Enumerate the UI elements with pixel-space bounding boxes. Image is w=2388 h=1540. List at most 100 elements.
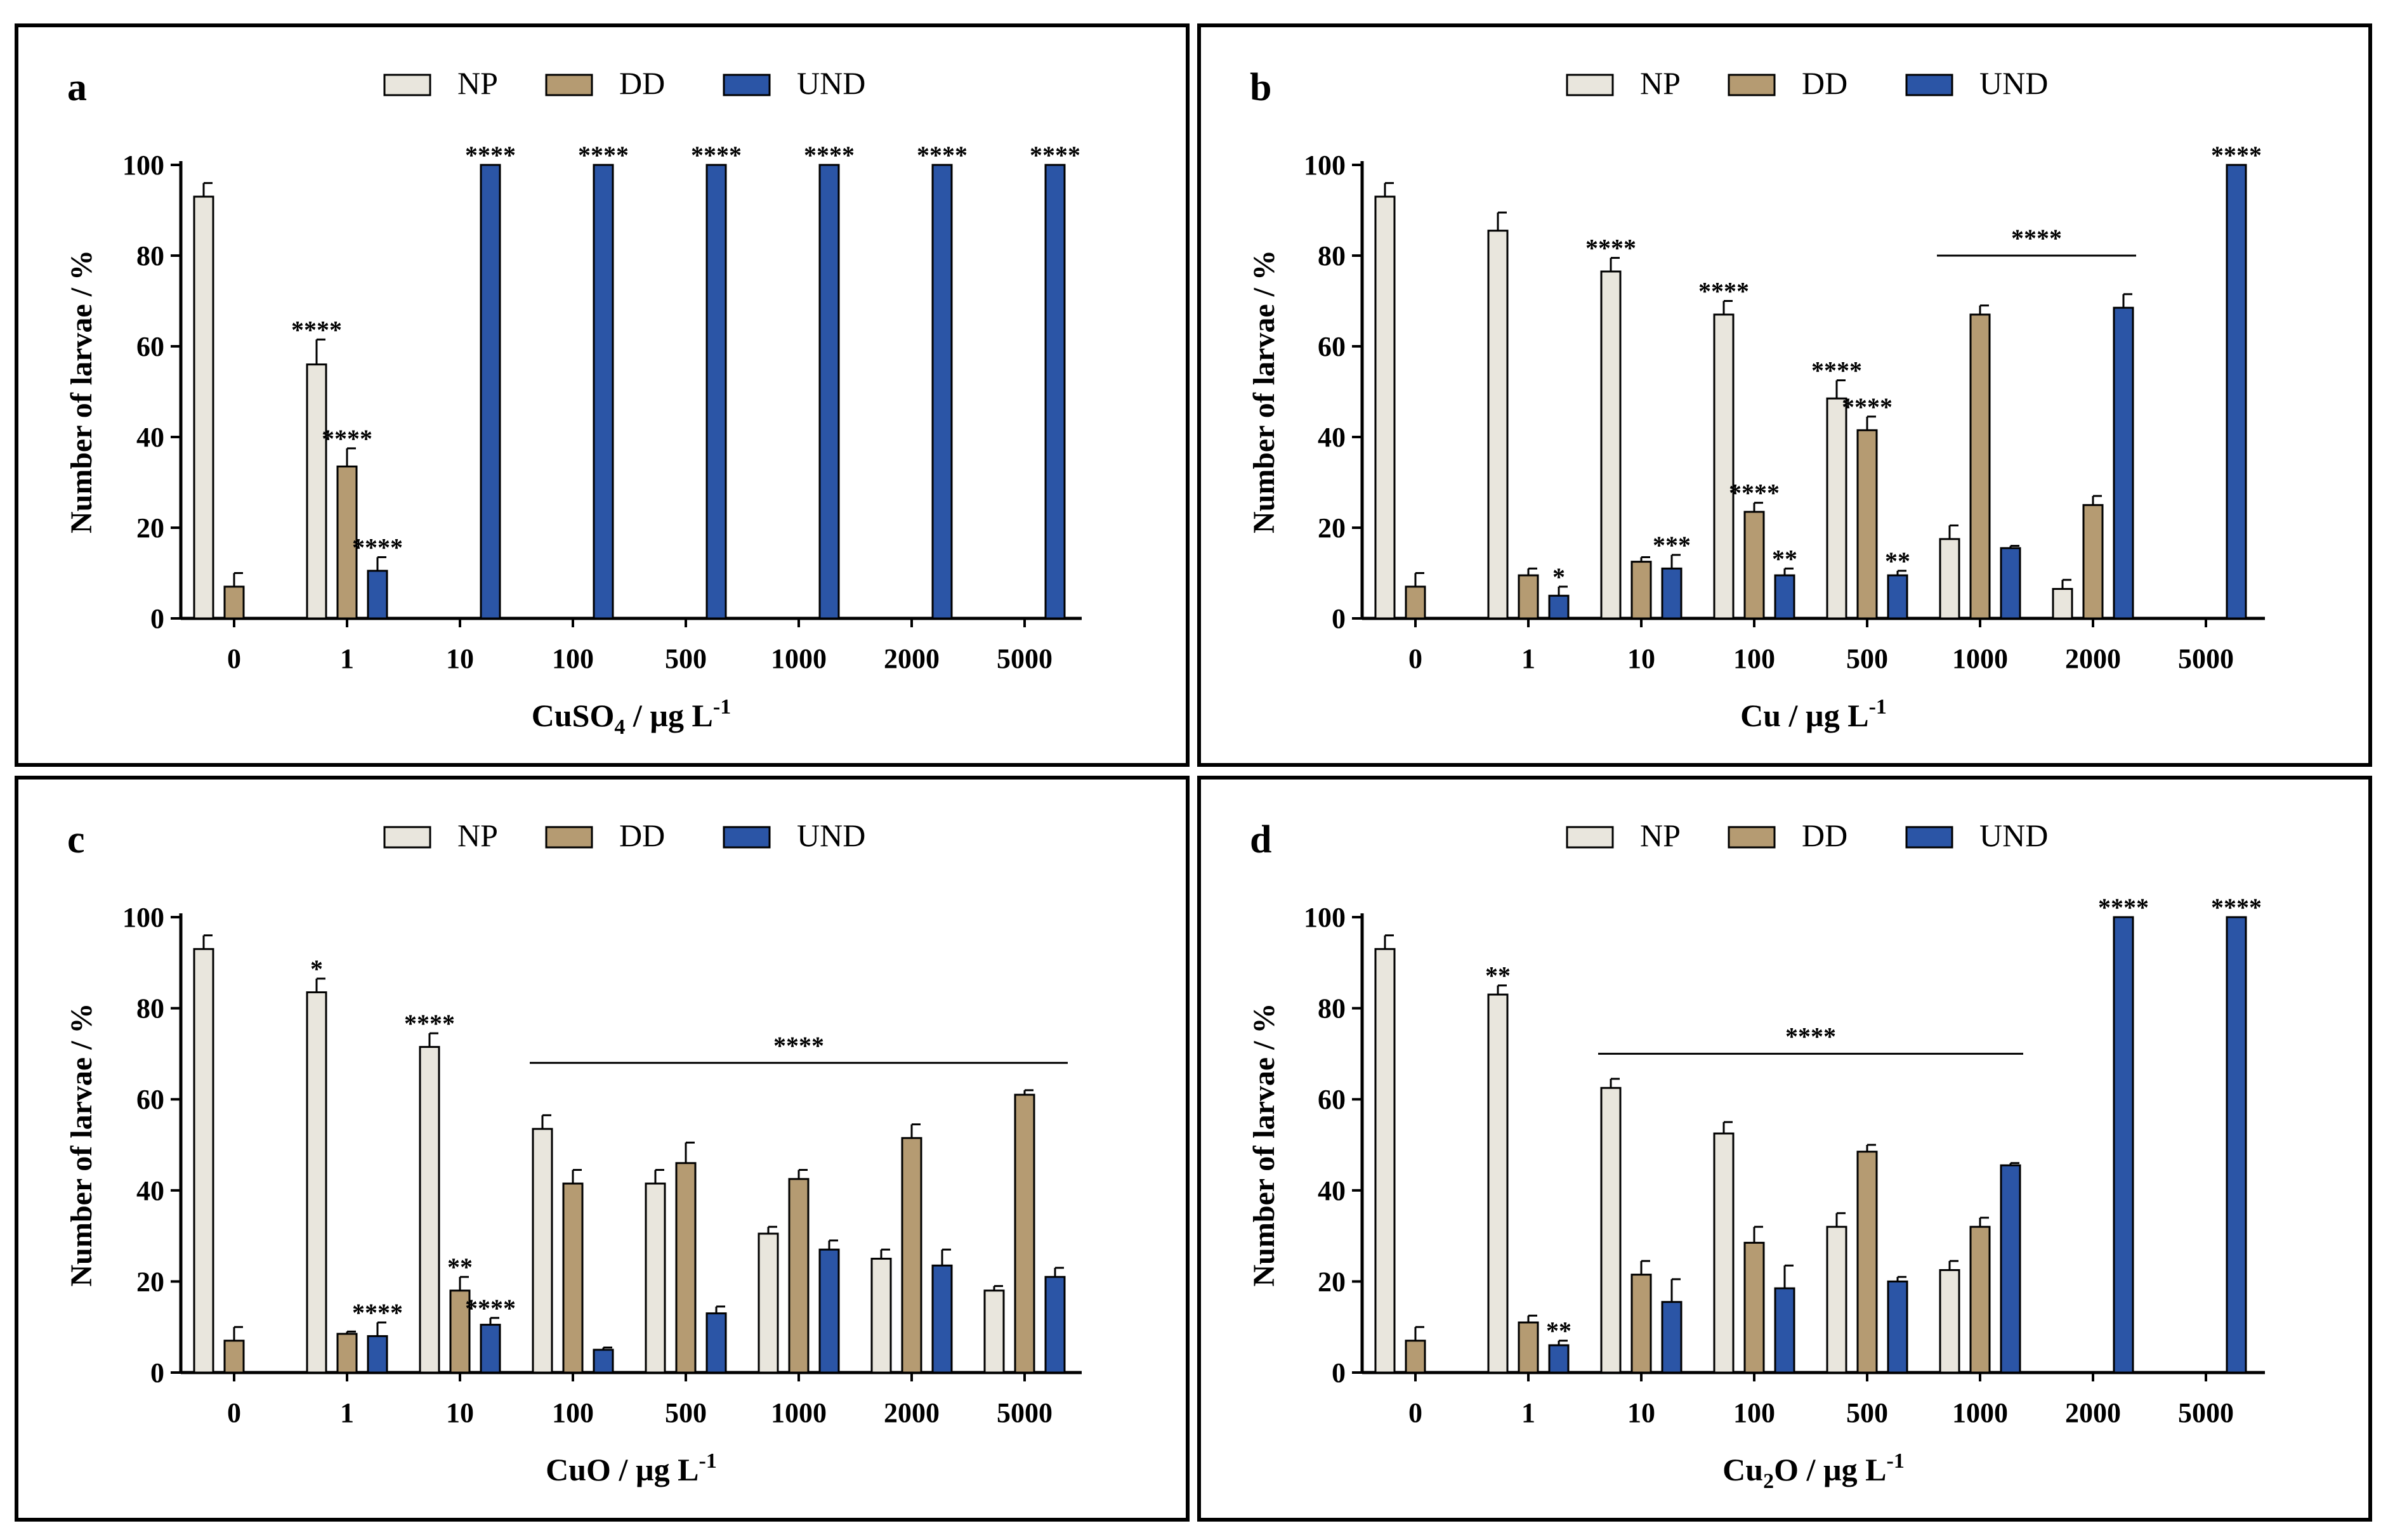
x-tick-label: 500	[665, 643, 707, 674]
significance-label: ****	[404, 1009, 455, 1038]
bar-und	[480, 164, 501, 620]
bar-np	[1487, 230, 1509, 620]
bar-dd	[1405, 585, 1426, 620]
significance-label: **	[447, 1253, 473, 1281]
legend-label-und: UND	[797, 65, 865, 101]
x-axis-title-sup: -1	[1869, 695, 1887, 719]
x-tick-label: 100	[552, 1397, 594, 1428]
legend-swatch-np	[383, 826, 431, 849]
bar-np	[1600, 270, 1622, 620]
significance-label: ****	[465, 141, 516, 169]
panel-border	[1197, 776, 2372, 1522]
bar-dd	[1014, 1093, 1035, 1374]
legend-swatch-und	[1905, 74, 1953, 96]
bar-und	[593, 164, 614, 620]
legend-swatch-dd	[545, 826, 593, 849]
significance-label: ****	[1585, 234, 1636, 263]
x-axis-title: Cu / µg L-1	[1740, 695, 1887, 733]
bar-und	[2226, 916, 2247, 1374]
panel-letter: d	[1250, 818, 1271, 861]
bar-np	[1826, 1225, 1847, 1374]
x-axis-title-sup: -1	[699, 1449, 717, 1473]
bar-dd	[1969, 1225, 1991, 1374]
bar-np	[870, 1258, 892, 1374]
legend: NP DD UND	[383, 65, 865, 101]
panel-border	[15, 23, 1190, 767]
legend-swatch-und	[723, 74, 771, 96]
significance-label: ****	[465, 1294, 516, 1322]
x-tick-label: 10	[1627, 1397, 1655, 1428]
y-axis-title: Number of larvae / %	[65, 250, 98, 533]
y-tick-label: 80	[1318, 240, 1346, 271]
y-tick-label: 0	[1332, 603, 1346, 634]
y-tick-label: 20	[1318, 1266, 1346, 1297]
x-axis-title-unit: / µg L	[611, 1452, 699, 1487]
significance-label: ****	[2211, 141, 2262, 169]
bar-und	[705, 1312, 727, 1374]
significance-label: ****	[2098, 893, 2149, 922]
legend: NP DD UND	[383, 818, 865, 853]
bar-und	[1887, 574, 1908, 620]
x-tick-label: 5000	[2178, 643, 2234, 674]
y-tick-label: 20	[136, 1266, 164, 1297]
y-tick-label: 40	[1318, 1175, 1346, 1206]
legend-label-np: NP	[1640, 65, 1681, 101]
significance-label: ****	[917, 141, 968, 169]
bar-und	[1887, 1280, 1908, 1374]
x-axis-title-main: Cu	[1722, 1452, 1763, 1487]
panel-letter: a	[67, 66, 87, 109]
y-tick-label: 60	[136, 331, 164, 362]
panel-letter: c	[67, 818, 85, 861]
x-tick-label: 100	[1733, 1397, 1775, 1428]
y-tick-label: 100	[1304, 902, 1346, 933]
legend-swatch-np	[1566, 826, 1614, 849]
x-tick-label: 0	[227, 1397, 241, 1428]
bar-np	[419, 1046, 440, 1374]
bar-np	[306, 991, 327, 1374]
bar-und	[1774, 574, 1795, 620]
bar-dd	[1743, 1241, 1765, 1374]
x-tick-label: 10	[1627, 643, 1655, 674]
significance-label: ****	[2211, 893, 2262, 922]
bar-und	[480, 1324, 501, 1374]
legend-label-dd: DD	[619, 65, 665, 101]
significance-label: ****	[1030, 141, 1080, 169]
x-tick-label: 1000	[771, 643, 827, 674]
x-axis-title: CuSO4 / µg L-1	[532, 695, 731, 739]
y-tick-label: 20	[1318, 512, 1346, 544]
y-tick-label: 20	[136, 512, 164, 544]
bar-np	[1713, 1132, 1735, 1374]
bar-und	[818, 1248, 840, 1374]
bracket-label: ****	[1785, 1022, 1836, 1050]
bar-dd	[2082, 504, 2104, 620]
y-tick-label: 60	[1318, 331, 1346, 362]
bar-dd	[562, 1182, 584, 1374]
bar-dd	[1518, 1321, 1539, 1374]
x-tick-label: 0	[1408, 643, 1422, 674]
x-axis-title-main: CuSO	[532, 698, 615, 733]
bracket-label: ****	[2011, 224, 2062, 252]
significance-label: **	[1885, 547, 1910, 575]
y-tick-label: 40	[136, 1175, 164, 1206]
bar-und	[593, 1348, 614, 1374]
significance-label: ****	[804, 141, 855, 169]
y-tick-label: 100	[122, 150, 164, 181]
x-axis-title-unit: / µg L	[625, 698, 713, 733]
x-axis-title-sup: -1	[1887, 1449, 1905, 1473]
bar-np	[1374, 195, 1396, 620]
x-axis-title: CuO / µg L-1	[546, 1449, 717, 1487]
x-tick-label: 100	[1733, 643, 1775, 674]
bar-und	[1044, 164, 1066, 620]
bar-dd	[1743, 511, 1765, 620]
significance-label: *	[310, 955, 323, 983]
significance-label: ****	[352, 533, 403, 561]
bar-dd	[901, 1137, 922, 1374]
legend-swatch-und	[1905, 826, 1953, 849]
significance-label: *	[1552, 563, 1565, 591]
legend-label-dd: DD	[1802, 818, 1847, 853]
y-tick-label: 100	[122, 902, 164, 933]
y-axis-title: Number of larvae / %	[1247, 1003, 1281, 1286]
x-axis-title-sup: -1	[713, 695, 731, 719]
